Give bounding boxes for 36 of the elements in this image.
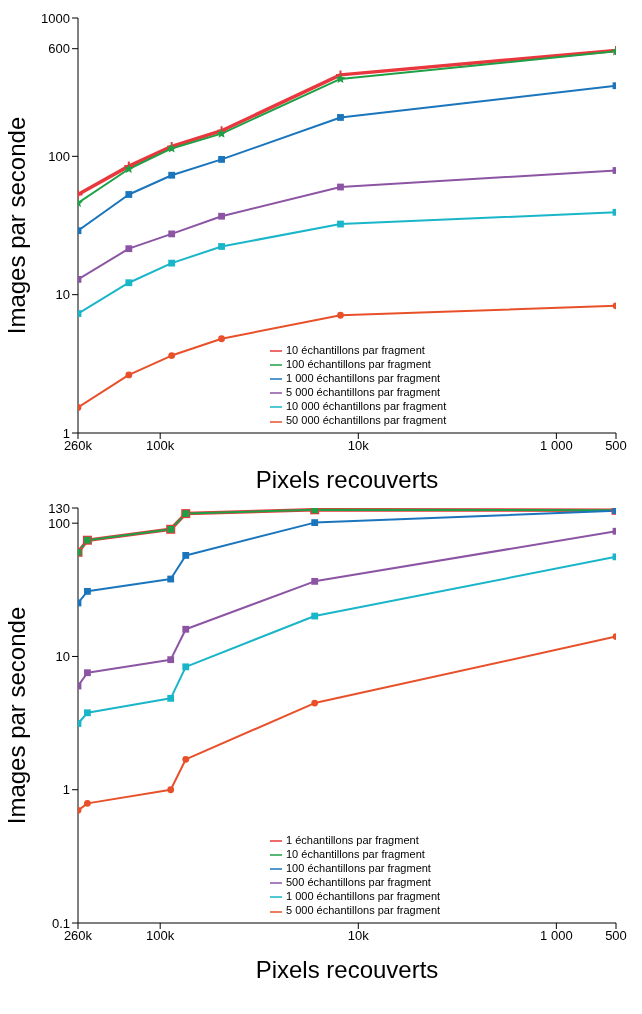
legend-label: 5 000 échantillons par fragment	[286, 386, 441, 399]
legend-label: 10 000 échantillons par fragment	[286, 400, 447, 413]
x-tick-label: 260k	[63, 928, 93, 944]
y-axis-title: Images par seconde	[2, 606, 30, 825]
y-tick-label: 10	[55, 649, 70, 665]
y-tick-label: 100	[48, 148, 70, 164]
y-tick-label: 600	[48, 41, 70, 57]
legend-label: 10 échantillons par fragment	[286, 344, 425, 356]
legend-label: 1 000 échantillons par fragment	[286, 890, 441, 903]
y-tick-label: 0.1	[51, 915, 70, 931]
legend-label: 100 échantillons par fragment	[286, 862, 431, 875]
legend-label: 5 000 échantillons par fragment	[286, 904, 441, 917]
x-tick-label: 500	[605, 438, 627, 454]
x-tick-label: 500	[605, 928, 627, 944]
legend-label: 500 échantillons par fragment	[286, 876, 431, 889]
y-tick-label: 1000	[41, 10, 70, 26]
y-tick-label: 130	[48, 500, 70, 516]
x-axis-title: Pixels recouverts	[255, 466, 439, 493]
y-axis-title: Images par seconde	[2, 116, 30, 335]
x-tick-label: 1 000	[540, 438, 573, 454]
y-tick-label: 1	[62, 425, 70, 441]
x-axis-title: Pixels recouverts	[255, 956, 439, 983]
x-tick-label: 10k	[347, 928, 370, 944]
x-tick-label: 100k	[146, 928, 175, 944]
x-tick-label: 10k	[347, 438, 370, 454]
y-tick-label: 10	[55, 287, 70, 303]
x-tick-label: 1 000	[540, 928, 573, 944]
legend-label: 50 000 échantillons par fragment	[286, 414, 447, 427]
y-tick-label: 100	[48, 515, 70, 531]
x-tick-label: 260k	[63, 438, 93, 454]
y-tick-label: 1	[62, 782, 70, 798]
legend-label: 1 000 échantillons par fragment	[286, 372, 441, 385]
legend-label: 10 échantillons par fragment	[286, 848, 425, 861]
x-tick-label: 100k	[146, 438, 175, 454]
legend-label: 100 échantillons par fragment	[286, 358, 431, 371]
legend-label: 1 échantillons par fragment	[286, 834, 419, 846]
